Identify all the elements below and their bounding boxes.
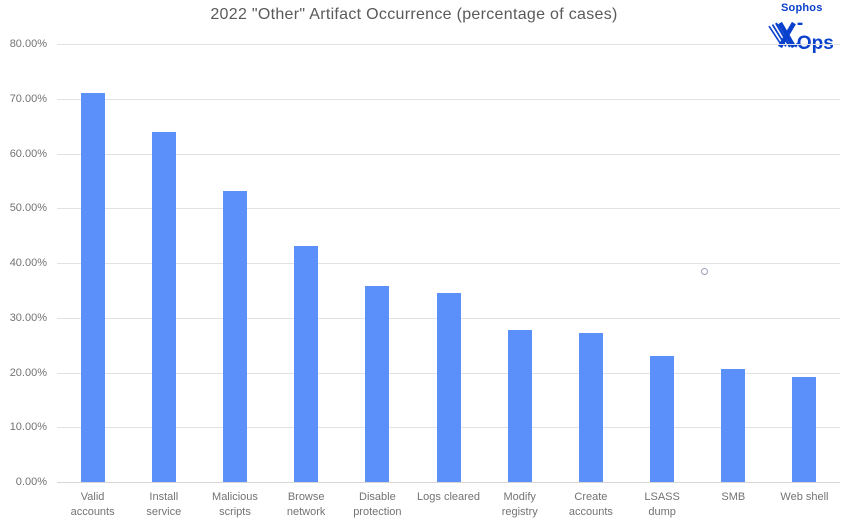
x-label-web-shell: Web shell bbox=[780, 491, 829, 503]
x-label-smb: SMB bbox=[721, 491, 746, 503]
gridline-60 bbox=[57, 153, 840, 155]
chart-title: 2022 "Other" Artifact Occurrence (percen… bbox=[210, 6, 618, 23]
x-axis-labels: Valid accounts Install service Malicious s… bbox=[57, 490, 840, 520]
x-label-lsass-dump: LSASS dump bbox=[644, 491, 680, 518]
y-tick-label-10: 10.00% bbox=[9, 421, 47, 434]
bar-install-service bbox=[151, 132, 176, 482]
bar-modify-registry bbox=[507, 329, 532, 482]
y-tick-label-70: 70.00% bbox=[9, 92, 47, 105]
gridline-50 bbox=[57, 208, 840, 210]
gridline-70 bbox=[57, 98, 840, 100]
plot-area bbox=[57, 44, 840, 483]
y-tick-label-20: 20.00% bbox=[9, 366, 47, 379]
x-label-malicious-scripts: Malicious scripts bbox=[212, 491, 258, 518]
bar-lsass-dump bbox=[650, 355, 675, 482]
x-label-logs-cleared: Logs cleared bbox=[417, 491, 481, 503]
bar-smb bbox=[721, 369, 746, 482]
bar-valid-accounts bbox=[80, 92, 105, 482]
y-tick-label-60: 60.00% bbox=[9, 147, 47, 160]
y-tick-label-0: 0.00% bbox=[15, 476, 47, 488]
x-label-modify-registry: Modify registry bbox=[501, 491, 538, 518]
bar-disable-protection bbox=[365, 286, 390, 482]
bar-create-accounts bbox=[578, 333, 603, 482]
x-label-browse-network: Browse network bbox=[286, 491, 326, 518]
stray-point-marker bbox=[701, 268, 709, 276]
bar-logs-cleared bbox=[436, 292, 461, 482]
bar-malicious-scripts bbox=[222, 191, 247, 482]
gridline-80 bbox=[57, 44, 840, 45]
y-tick-label-50: 50.00% bbox=[9, 202, 47, 215]
y-tick-label-80: 80.00% bbox=[9, 38, 47, 50]
x-label-valid-accounts: Valid accounts bbox=[70, 491, 115, 518]
x-label-disable-protection: Disable protection bbox=[353, 491, 402, 518]
xops-x-stripes-icon bbox=[768, 21, 799, 48]
y-tick-label-40: 40.00% bbox=[9, 257, 47, 269]
sophos-xops-logo: Sophos -Ops bbox=[768, 2, 840, 54]
bar-web-shell bbox=[792, 376, 817, 482]
gridline-0 bbox=[57, 482, 840, 483]
y-tick-label-30: 30.00% bbox=[9, 311, 47, 324]
sophos-wordmark: Sophos bbox=[781, 2, 823, 14]
xops-wordmark: -Ops bbox=[796, 13, 834, 54]
x-label-install-service: Install service bbox=[146, 491, 182, 518]
gridline-40 bbox=[57, 263, 840, 264]
x-label-create-accounts: Create accounts bbox=[568, 491, 613, 518]
bar-browse-network bbox=[294, 246, 319, 482]
